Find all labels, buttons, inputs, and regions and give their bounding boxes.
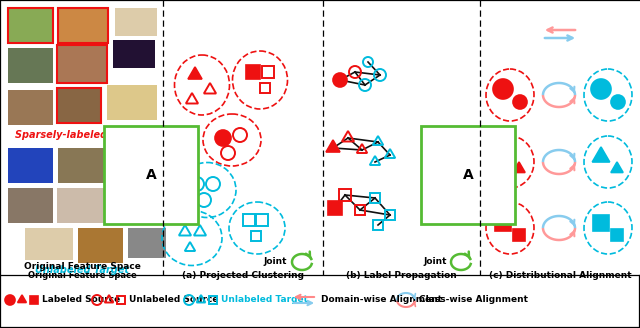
Text: (a) Projected Clustering: (a) Projected Clustering <box>182 271 304 280</box>
Bar <box>256 214 268 226</box>
Polygon shape <box>611 162 623 173</box>
Polygon shape <box>592 147 610 162</box>
FancyBboxPatch shape <box>57 188 105 223</box>
Text: Original Feature Space: Original Feature Space <box>24 262 140 271</box>
Bar <box>328 201 342 215</box>
Bar <box>495 215 511 231</box>
FancyBboxPatch shape <box>58 148 108 183</box>
Bar <box>593 215 609 231</box>
Text: Original Feature Space: Original Feature Space <box>28 271 136 280</box>
FancyBboxPatch shape <box>57 88 101 123</box>
FancyBboxPatch shape <box>113 40 155 68</box>
Text: (b) Label Propagation: (b) Label Propagation <box>346 271 456 280</box>
Text: Unlabeled Target: Unlabeled Target <box>35 265 129 275</box>
Bar <box>385 210 395 220</box>
FancyBboxPatch shape <box>8 48 53 83</box>
Text: (c) Distributional Alignment: (c) Distributional Alignment <box>489 271 631 280</box>
FancyBboxPatch shape <box>25 228 73 260</box>
Bar <box>117 296 125 304</box>
Bar <box>373 220 383 230</box>
Bar <box>246 65 260 79</box>
Text: Sparsely-labeled Source: Sparsely-labeled Source <box>15 130 148 140</box>
Bar <box>209 296 217 304</box>
Circle shape <box>493 79 513 99</box>
Text: Unlabeled Target: Unlabeled Target <box>221 296 308 304</box>
Text: Labeled Source: Labeled Source <box>42 296 120 304</box>
FancyBboxPatch shape <box>115 148 157 178</box>
Text: Class-wise Alignment: Class-wise Alignment <box>419 296 528 304</box>
FancyBboxPatch shape <box>57 45 107 83</box>
FancyBboxPatch shape <box>107 85 157 120</box>
FancyBboxPatch shape <box>8 148 53 183</box>
FancyBboxPatch shape <box>8 8 53 43</box>
Bar <box>355 205 365 215</box>
Circle shape <box>215 130 231 146</box>
FancyBboxPatch shape <box>58 8 108 43</box>
Text: Unlabeled Source: Unlabeled Source <box>129 296 218 304</box>
FancyBboxPatch shape <box>128 228 166 258</box>
Polygon shape <box>494 147 512 162</box>
FancyBboxPatch shape <box>110 188 155 218</box>
Text: Domain-wise Alignment: Domain-wise Alignment <box>321 296 442 304</box>
Bar <box>243 214 255 226</box>
Text: Joint: Joint <box>264 257 287 266</box>
Text: A: A <box>463 168 474 182</box>
Circle shape <box>611 95 625 109</box>
Circle shape <box>591 79 611 99</box>
Bar <box>611 229 623 241</box>
Bar <box>370 193 380 203</box>
Polygon shape <box>326 140 340 152</box>
Polygon shape <box>18 295 26 302</box>
Bar <box>30 296 38 304</box>
FancyBboxPatch shape <box>8 90 53 125</box>
Text: A: A <box>146 168 156 182</box>
FancyBboxPatch shape <box>115 8 157 36</box>
Bar <box>260 83 270 93</box>
Bar <box>251 231 261 241</box>
Bar <box>513 229 525 241</box>
Text: Joint: Joint <box>424 257 447 266</box>
FancyBboxPatch shape <box>8 188 53 223</box>
Circle shape <box>513 95 527 109</box>
Circle shape <box>333 73 347 87</box>
FancyBboxPatch shape <box>78 228 123 263</box>
Polygon shape <box>513 162 525 173</box>
Polygon shape <box>188 67 202 79</box>
Bar <box>262 66 274 78</box>
Circle shape <box>5 295 15 305</box>
Bar <box>339 189 351 201</box>
